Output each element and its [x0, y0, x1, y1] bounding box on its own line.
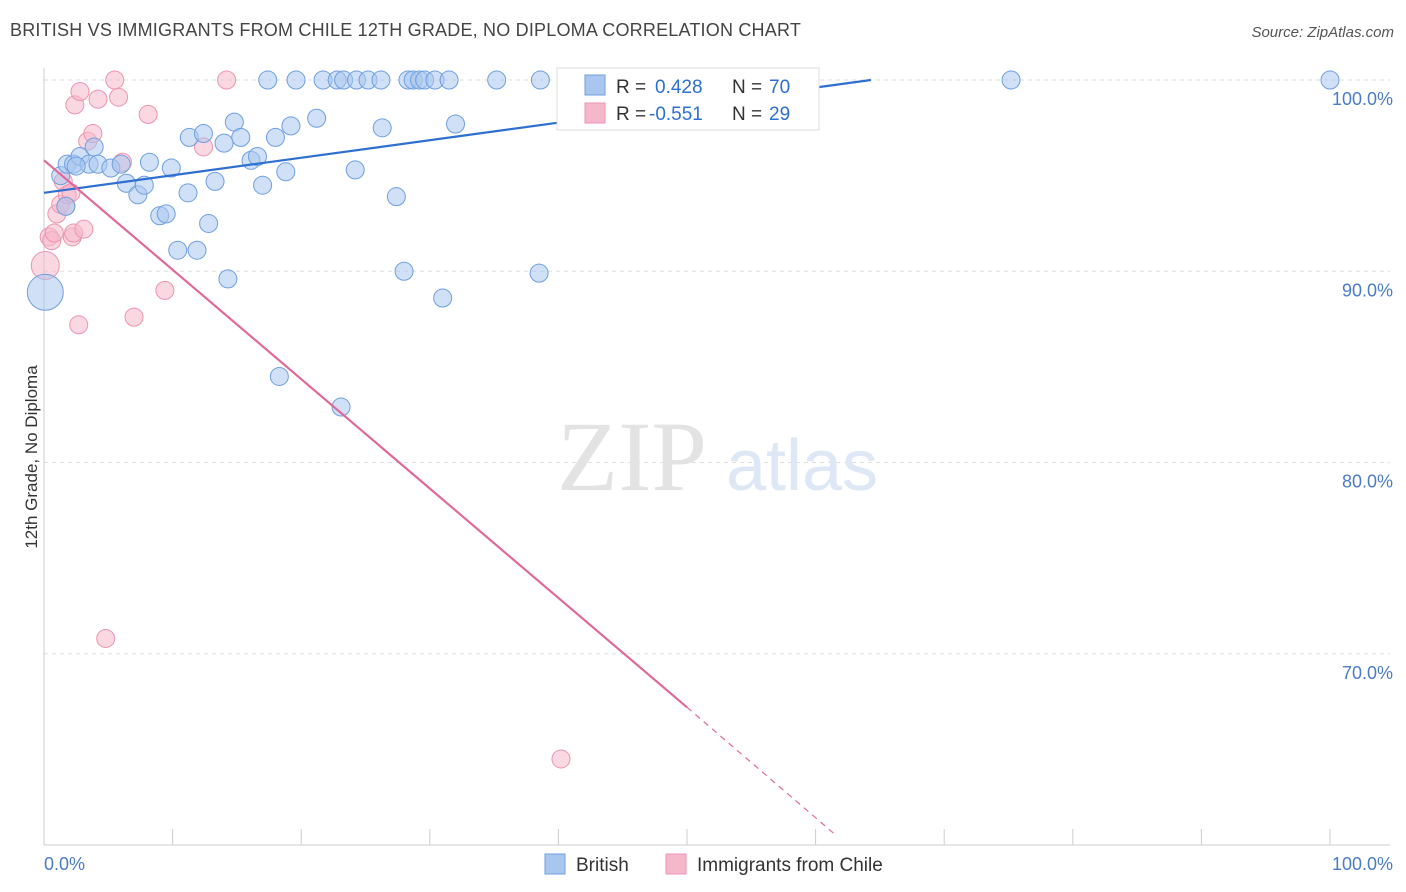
source-label: Source: ZipAtlas.com [1251, 24, 1394, 41]
point-chile-19 [96, 628, 116, 648]
point-british-16 [156, 204, 176, 224]
legend-british-n: 70 [769, 77, 790, 98]
point-british-23 [199, 213, 219, 233]
point-british-30 [247, 147, 267, 166]
point-british-46 [371, 70, 391, 90]
point-british-37 [286, 70, 306, 90]
y-tick-label-90: 90.0% [1342, 280, 1393, 300]
legend-british-n-label: N = [732, 77, 762, 98]
point-british-2 [56, 196, 76, 216]
point-british-43 [345, 160, 365, 180]
point-british-24 [205, 171, 225, 191]
point-british-28 [231, 127, 251, 147]
point-british-7 [84, 137, 104, 157]
point-british-59 [529, 263, 549, 283]
chart-title: BRITISH VS IMMIGRANTS FROM CHILE 12TH GR… [10, 20, 802, 40]
tick-labels: 70.0% 80.0% 90.0% 100.0% 0.0% 100.0% [44, 89, 1393, 874]
stats-legend: R = 0.428 N = 70 R = -0.551 N = 29 [556, 67, 820, 131]
x-tick-label-min: 0.0% [44, 854, 85, 874]
point-chile-24 [138, 104, 158, 124]
point-british-22 [193, 124, 213, 144]
point-british-55 [433, 288, 453, 308]
point-british-57 [446, 114, 466, 134]
point-british-14 [139, 152, 159, 172]
legend-british-r: 0.428 [655, 77, 703, 98]
point-chile-13 [69, 315, 89, 335]
point-british-10 [111, 154, 131, 174]
point-british-68 [1320, 70, 1340, 90]
point-british-19 [178, 183, 198, 203]
point-british-26 [218, 269, 238, 289]
point-british-41 [331, 397, 351, 417]
point-british-18 [168, 240, 188, 260]
x-tick-label-max: 100.0% [1332, 854, 1393, 874]
point-british-21 [187, 240, 207, 260]
point-british-49 [394, 261, 414, 281]
point-british-32 [258, 70, 278, 90]
point-british-35 [276, 162, 296, 182]
point-chile-14 [70, 81, 90, 101]
point-british-58 [487, 70, 507, 90]
point-chile-20 [105, 70, 125, 90]
point-british-67 [1001, 70, 1021, 90]
watermark-zip: ZIP [557, 401, 707, 512]
axes [43, 68, 1390, 846]
legend-chile-r: -0.551 [649, 104, 703, 125]
legend-swatch-chile [584, 102, 606, 124]
point-chile-23 [124, 307, 144, 327]
legend-british-r-label: R = [616, 77, 646, 98]
y-tick-label-100: 100.0% [1332, 89, 1393, 109]
bottom-legend-swatch-british [544, 853, 566, 875]
point-british-31 [253, 175, 273, 195]
point-british-56 [439, 70, 459, 90]
point-british-0 [26, 273, 64, 311]
point-british-47 [372, 118, 392, 138]
y-tick-label-80: 80.0% [1342, 472, 1393, 492]
point-british-25 [214, 133, 234, 153]
point-british-36 [281, 116, 301, 136]
point-british-48 [386, 187, 406, 207]
bottom-legend-british: British [576, 855, 629, 876]
point-british-17 [161, 158, 181, 178]
legend-chile-r-label: R = [616, 104, 646, 125]
legend-swatch-british [584, 74, 606, 96]
trend-line-chile [43, 159, 688, 709]
legend-chile-n-label: N = [732, 104, 762, 125]
point-british-34 [269, 366, 289, 386]
y-axis-title: 12th Grade, No Diploma [22, 365, 41, 549]
watermark: ZIP atlas [557, 401, 878, 512]
point-chile-18 [88, 89, 108, 109]
point-chile-3 [44, 223, 64, 243]
series-british-points [26, 70, 1340, 417]
point-british-60 [530, 70, 550, 90]
point-british-69 [66, 156, 86, 176]
point-british-38 [307, 108, 327, 128]
bottom-legend-chile: Immigrants from Chile [697, 855, 883, 876]
trend-line-chile-extrapolated [686, 706, 837, 836]
series-legend: British Immigrants from Chile [544, 853, 883, 876]
y-tick-label-70: 70.0% [1342, 663, 1393, 683]
point-chile-25 [155, 280, 175, 300]
point-chile-28 [551, 749, 571, 769]
point-chile-15 [74, 219, 94, 239]
legend-chile-n: 29 [769, 104, 790, 125]
bottom-legend-swatch-chile [665, 853, 687, 875]
watermark-atlas: atlas [726, 426, 878, 506]
point-chile-27 [217, 70, 237, 90]
point-british-33 [265, 127, 285, 147]
point-chile-21 [109, 87, 129, 107]
